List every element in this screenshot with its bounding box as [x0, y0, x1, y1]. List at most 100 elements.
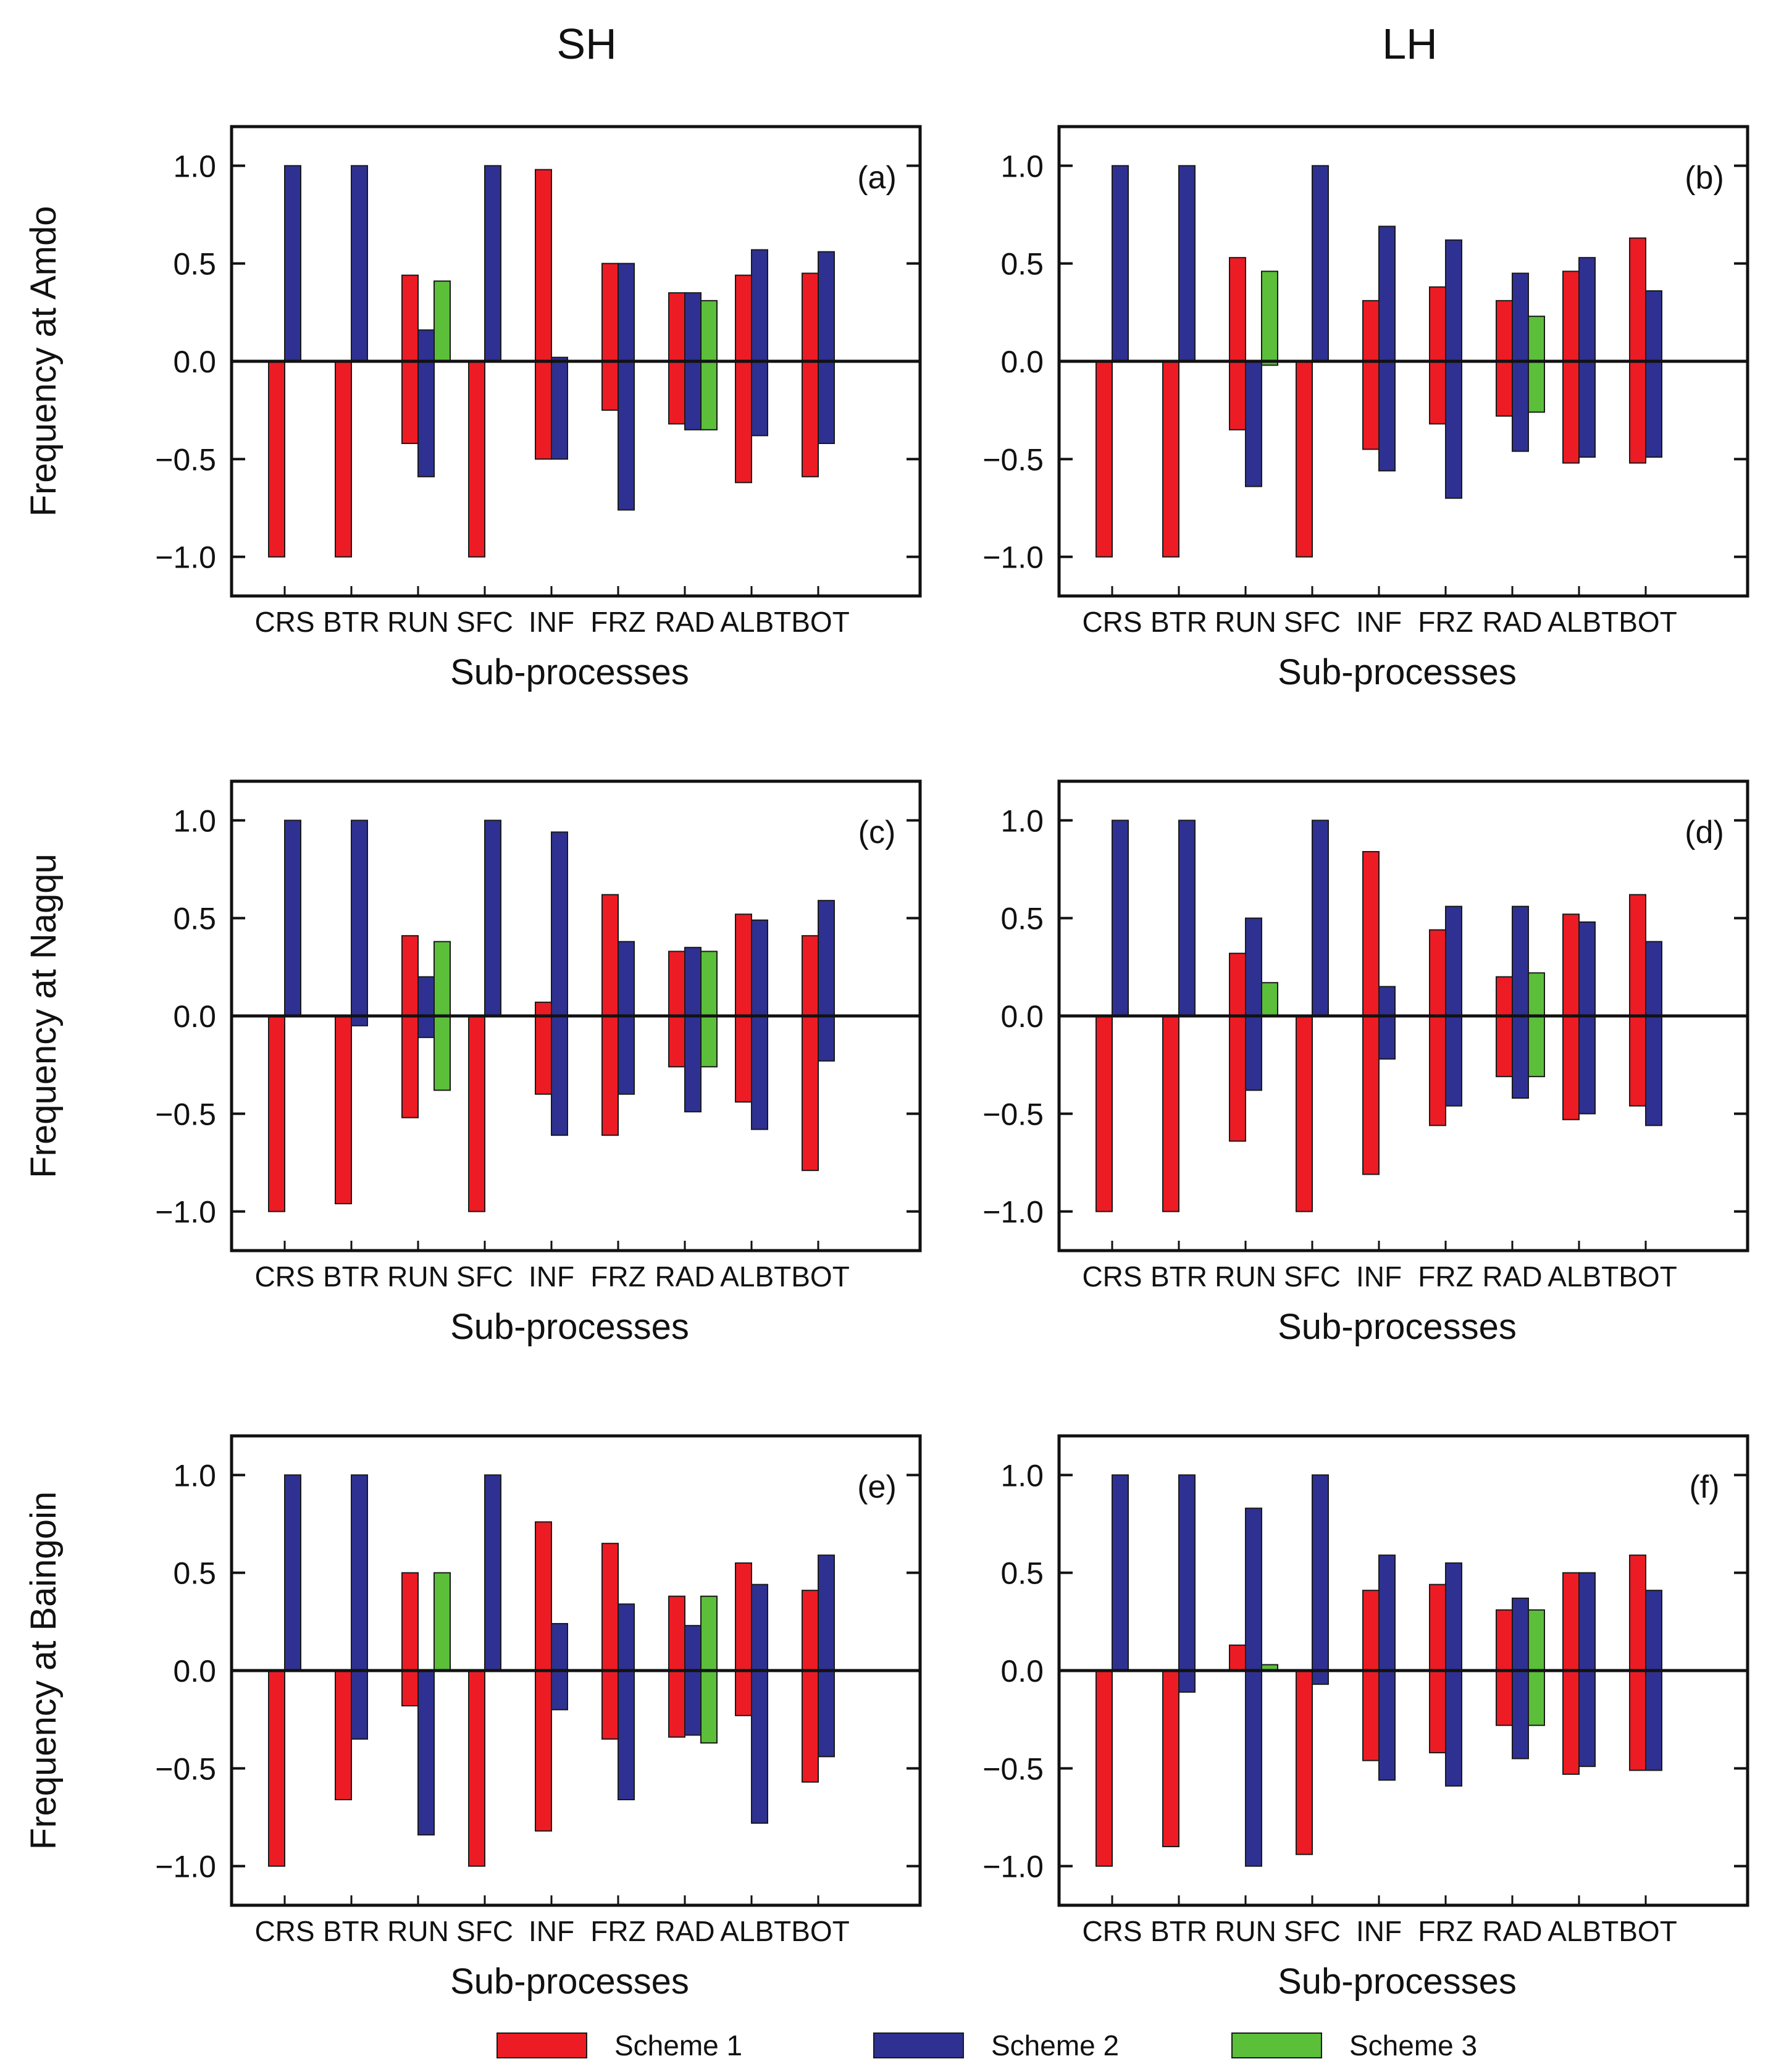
bar-scheme-1-frz: [601, 1543, 619, 1740]
y-tick-label: 0.5: [173, 247, 216, 282]
category-label: RUN: [1215, 606, 1276, 638]
bar-scheme-1-crs: [1095, 1670, 1113, 1867]
y-tick-label: −1.0: [155, 1195, 216, 1230]
bar-scheme-2-frz: [618, 1603, 635, 1800]
bar-scheme-1-tbot: [1629, 1554, 1646, 1771]
bar-scheme-2-run: [1245, 1508, 1262, 1867]
bar-scheme-1-tbot: [802, 1590, 819, 1783]
y-axis-title: Frequency at Amdo: [23, 206, 64, 517]
bar-scheme-1-tbot: [802, 272, 819, 477]
category-label: CRS: [254, 1915, 314, 1947]
bar-scheme-2-frz: [1445, 905, 1462, 1107]
bar-scheme-2-btr: [1178, 165, 1196, 362]
category-label: SFC: [1284, 606, 1341, 638]
category-label: SFC: [1284, 1260, 1341, 1293]
bar-scheme-2-inf: [551, 831, 568, 1136]
category-label: CRS: [254, 1260, 314, 1293]
category-label: INF: [529, 1915, 574, 1947]
bar-scheme-1-sfc: [1296, 1670, 1313, 1855]
bar-scheme-3-run: [434, 280, 451, 362]
bar-scheme-1-alb: [735, 1562, 752, 1716]
bar-scheme-2-btr: [351, 1474, 368, 1740]
y-tick-label: −0.5: [155, 442, 216, 477]
bar-scheme-2-sfc: [484, 1474, 501, 1671]
x-axis-title: Sub-processes: [450, 652, 689, 692]
category-label: RAD: [1482, 1915, 1542, 1947]
bar-scheme-2-btr: [1178, 1474, 1196, 1693]
category-label: ALBTBOT: [720, 1260, 850, 1293]
bar-scheme-1-inf: [1362, 1590, 1380, 1761]
bar-scheme-1-alb: [1562, 1572, 1580, 1775]
category-label: BTR: [323, 606, 380, 638]
bar-scheme-1-frz: [1429, 929, 1446, 1126]
category-label: BTR: [1150, 1260, 1207, 1293]
y-tick-label: 0.0: [173, 999, 216, 1034]
bar-scheme-1-alb: [735, 913, 752, 1103]
category-label: SFC: [1284, 1915, 1341, 1947]
bar-scheme-1-rad: [1496, 976, 1513, 1078]
bar-scheme-2-inf: [551, 356, 568, 460]
bar-scheme-2-sfc: [1312, 1474, 1329, 1685]
category-label: CRS: [1082, 1260, 1142, 1293]
bar-scheme-2-tbot: [818, 251, 835, 444]
panel-label: (b): [1685, 160, 1724, 196]
legend-swatch-scheme-2: [873, 2032, 964, 2058]
bar-scheme-1-run: [1229, 257, 1246, 430]
panel-label: (c): [858, 815, 896, 850]
bar-scheme-1-inf: [535, 169, 552, 460]
legend: Scheme 1 Scheme 2 Scheme 3: [496, 2029, 1477, 2062]
panel-a: 1.0 0.5 0.0 −0.5 −1.0 CRS BTR RUN SFC INF FRZ RAD AL…: [23, 125, 922, 692]
bar-scheme-1-btr: [335, 1670, 352, 1800]
panel-f: 1.0 0.5 0.0 −0.5 −1.0 CRS BTR RUN SFC INF FRZ RAD AL…: [982, 1434, 1749, 2002]
category-label: INF: [529, 606, 574, 638]
category-label: SFC: [456, 606, 513, 638]
bar-scheme-3-rad: [1528, 972, 1545, 1078]
bar-scheme-1-sfc: [468, 1015, 485, 1212]
y-tick-label: 1.0: [173, 803, 216, 838]
category-label: RAD: [1482, 1260, 1542, 1293]
category-label: CRS: [254, 606, 314, 638]
category-label: FRZ: [1418, 606, 1473, 638]
bar-scheme-2-frz: [1445, 239, 1462, 499]
bar-scheme-1-run: [1229, 952, 1246, 1142]
bar-scheme-2-crs: [284, 165, 301, 362]
category-label: RAD: [655, 1260, 714, 1293]
bar-scheme-2-crs: [1112, 1474, 1129, 1671]
bar-scheme-1-crs: [268, 361, 285, 558]
y-tick-label: 0.5: [1000, 1556, 1044, 1591]
category-label: BTR: [323, 1260, 380, 1293]
category-label: INF: [1356, 606, 1402, 638]
bar-scheme-1-tbot: [1629, 237, 1646, 464]
category-label: INF: [1356, 1260, 1402, 1293]
legend-label-scheme-1: Scheme 1: [614, 2029, 742, 2062]
bar-scheme-2-rad: [684, 947, 702, 1113]
bar-scheme-2-run: [417, 329, 435, 477]
category-label: RUN: [387, 606, 449, 638]
bar-scheme-3-run: [1261, 982, 1278, 1017]
bar-scheme-1-inf: [1362, 851, 1380, 1175]
panel-b: 1.0 0.5 0.0 −0.5 −1.0 CRS BTR RUN SFC INF FRZ RAD AL…: [982, 125, 1749, 692]
bar-scheme-2-tbot: [1645, 290, 1662, 458]
bar-scheme-1-sfc: [468, 361, 485, 558]
y-tick-label: −0.5: [982, 1751, 1044, 1786]
y-tick-label: 0.0: [173, 345, 216, 379]
bar-scheme-1-crs: [1095, 1015, 1113, 1212]
y-axis-title: Frequency at Nagqu: [23, 854, 64, 1178]
bar-scheme-2-run: [417, 1670, 435, 1835]
bar-scheme-3-rad: [700, 300, 718, 430]
bar-scheme-1-run: [1229, 1644, 1246, 1671]
bar-scheme-2-alb: [1578, 257, 1596, 458]
category-label: ALBTBOT: [1548, 1260, 1677, 1293]
category-label: FRZ: [1418, 1260, 1473, 1293]
bar-scheme-1-crs: [1095, 361, 1113, 558]
column-title-lh: LH: [1382, 20, 1437, 68]
y-tick-label: −1.0: [982, 1195, 1044, 1230]
y-tick-label: −1.0: [982, 540, 1044, 575]
bar-scheme-2-rad: [1512, 905, 1529, 1099]
category-label: FRZ: [590, 1260, 645, 1293]
category-label: FRZ: [590, 606, 645, 638]
y-tick-label: −0.5: [982, 442, 1044, 477]
x-axis-title: Sub-processes: [1278, 1961, 1517, 2002]
bar-scheme-1-crs: [268, 1670, 285, 1867]
category-label: ALBTBOT: [720, 606, 850, 638]
